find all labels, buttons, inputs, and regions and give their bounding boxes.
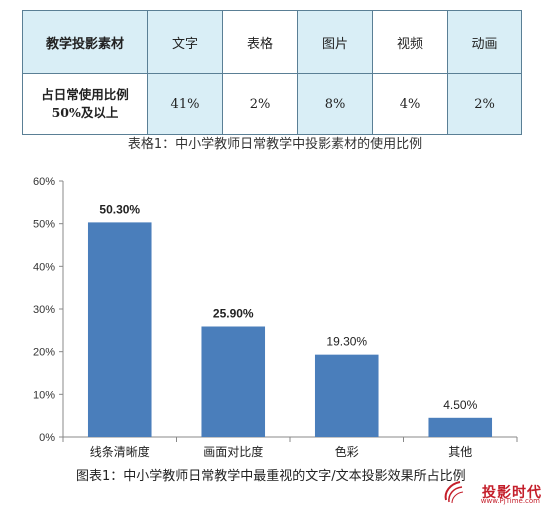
material-usage-table: 教学投影素材 文字 表格 图片 视频 动画 占日常使用比例 50%及以上 41%… bbox=[22, 10, 522, 135]
watermark-main-text: 投影时代 bbox=[482, 485, 542, 501]
bar bbox=[87, 222, 152, 437]
table-cell: 41% bbox=[147, 73, 223, 135]
row-header: 占日常使用比例 50%及以上 bbox=[22, 73, 148, 135]
y-tick-label: 30% bbox=[33, 304, 55, 316]
y-tick-label: 60% bbox=[33, 176, 55, 188]
row-header-line2: 50%及以上 bbox=[51, 105, 119, 120]
y-tick-label: 40% bbox=[33, 261, 55, 273]
bar-chart: 0% 10% 20% 30% 40% 50% 60% 50.30% 线条清晰度 25.90% 画面对… bbox=[33, 176, 518, 459]
column-header: 视频 bbox=[372, 10, 448, 74]
table-cell: 4% bbox=[372, 73, 448, 135]
data-label: 19.30% bbox=[326, 335, 367, 349]
data-label: 50.30% bbox=[99, 202, 140, 216]
bar bbox=[428, 417, 493, 437]
table-cell: 2% bbox=[447, 73, 522, 135]
x-category-label: 画面对比度 bbox=[203, 444, 263, 459]
y-tick-label: 10% bbox=[33, 389, 55, 401]
x-category-label: 其他 bbox=[448, 445, 472, 459]
bar bbox=[314, 354, 379, 437]
y-tick-label: 0% bbox=[39, 432, 55, 444]
column-header: 表格 bbox=[222, 10, 298, 74]
swirl-logo-icon bbox=[444, 481, 464, 504]
bar bbox=[201, 326, 266, 437]
column-header: 动画 bbox=[447, 10, 522, 74]
table-corner-header: 教学投影素材 bbox=[22, 10, 148, 74]
data-label: 4.50% bbox=[443, 398, 477, 412]
y-tick-label: 50% bbox=[33, 219, 55, 231]
column-header: 文字 bbox=[147, 10, 223, 74]
y-tick-label: 20% bbox=[33, 347, 55, 359]
chart-caption: 图表1：中小学教师日常教学中最重视的文字/文本投影效果所占比例 bbox=[76, 469, 466, 484]
watermark-url-text: www.PjTime.com bbox=[480, 497, 540, 505]
table-row: 占日常使用比例 50%及以上 41% 2% 8% 4% 2% bbox=[22, 73, 522, 135]
table-caption: 表格1：中小学教师日常教学中投影素材的使用比例 bbox=[127, 137, 423, 152]
pjtime-watermark: 投影时代 www.PjTime.com bbox=[442, 481, 542, 506]
x-category-label: 线条清晰度 bbox=[90, 444, 150, 459]
row-header-line1: 占日常使用比例 bbox=[41, 87, 129, 102]
table-header-row: 教学投影素材 文字 表格 图片 视频 动画 bbox=[22, 10, 522, 74]
x-category-label: 色彩 bbox=[335, 445, 359, 459]
column-header: 图片 bbox=[297, 10, 373, 74]
data-label: 25.90% bbox=[213, 306, 254, 320]
table-cell: 2% bbox=[222, 73, 298, 135]
table-cell: 8% bbox=[297, 73, 373, 135]
